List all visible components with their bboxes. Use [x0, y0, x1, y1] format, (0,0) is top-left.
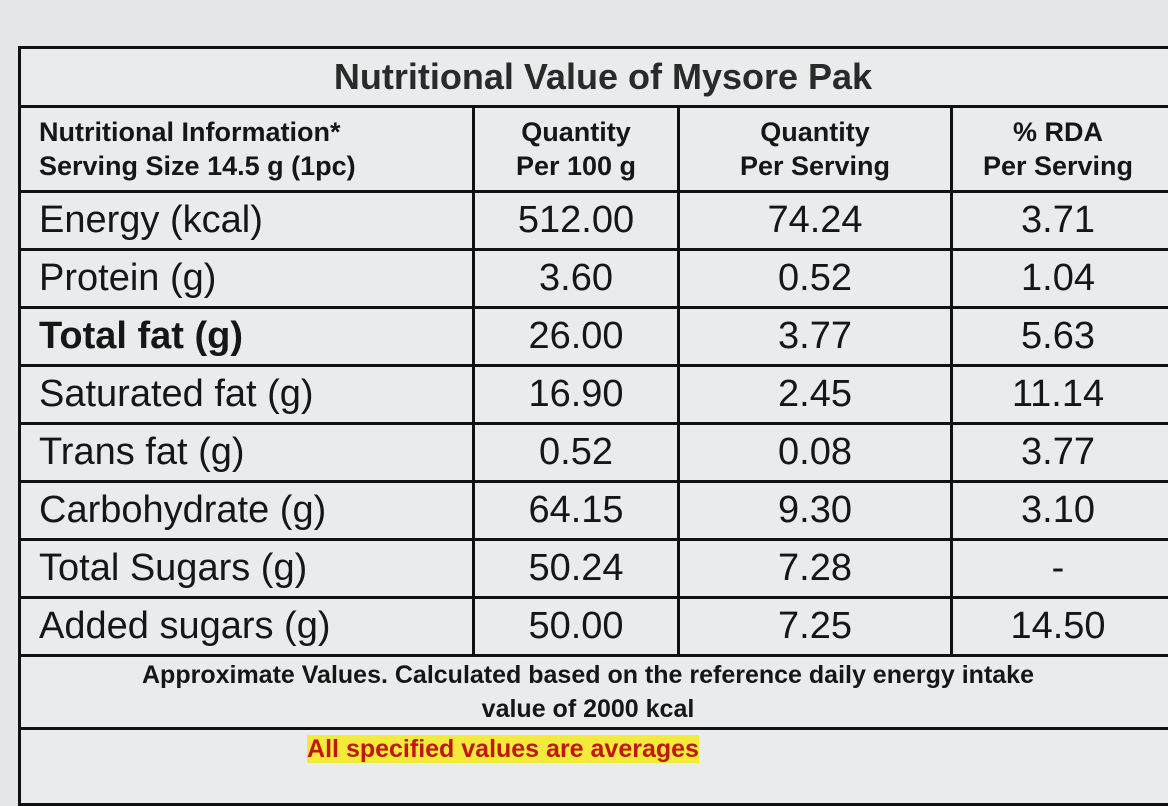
footnote: Approximate Values. Calculated based on … — [21, 657, 1168, 730]
value-cell: 5.63 — [1021, 315, 1095, 357]
value-cell: 1.04 — [1021, 257, 1095, 299]
value-cell: 7.28 — [680, 541, 953, 596]
value-cell: - — [1051, 547, 1065, 589]
data-row: Protein (g) 3.60 0.52 1.04 — [21, 251, 1168, 309]
data-row: Saturated fat (g) 16.90 2.45 11.14 — [21, 367, 1168, 425]
value-cell: 3.60 — [475, 251, 680, 306]
value-cell: 14.50 — [1010, 605, 1106, 647]
header-line: Per Serving — [982, 151, 1134, 181]
nutrient-cell: Trans fat (g) — [21, 425, 475, 480]
footnote-line: value of 2000 kcal — [481, 695, 695, 723]
page: Nutritional Value of Mysore Pak Nutritio… — [18, 46, 1168, 806]
note-row: All specified values are averages — [21, 730, 1168, 776]
data-row: Total fat (g) 26.00 3.77 5.63 — [21, 309, 1168, 367]
nutrient-cell: Total Sugars (g) — [21, 541, 475, 596]
value-cell: 3.10 — [1021, 489, 1095, 531]
header-line: % RDA — [1012, 117, 1103, 147]
value-cell: 2.45 — [680, 367, 953, 422]
header-line: Per 100 g — [515, 151, 637, 181]
value-cell: 26.00 — [475, 309, 680, 364]
nutrient-cell: Added sugars (g) — [21, 599, 475, 654]
data-row: Carbohydrate (g) 64.15 9.30 3.10 — [21, 483, 1168, 541]
header-cell: Quantity Per Serving — [680, 108, 953, 190]
nutrient-cell: Total fat (g) — [21, 309, 475, 364]
header-line: Quantity — [521, 117, 631, 147]
value-cell: 50.24 — [475, 541, 680, 596]
value-cell: 74.24 — [680, 193, 953, 248]
note: All specified values are averages — [307, 735, 699, 763]
header-line: Quantity — [760, 117, 870, 147]
value-cell: 50.00 — [475, 599, 680, 654]
title: Nutritional Value of Mysore Pak — [333, 56, 873, 97]
value-cell: 11.14 — [1011, 373, 1105, 415]
data-row: Trans fat (g) 0.52 0.08 3.77 — [21, 425, 1168, 483]
value-cell: 9.30 — [680, 483, 953, 538]
data-row: Energy (kcal) 512.00 74.24 3.71 — [21, 193, 1168, 251]
value-cell: 16.90 — [475, 367, 680, 422]
footnote-line: Approximate Values. Calculated based on … — [142, 661, 1034, 689]
value-cell: 64.15 — [475, 483, 680, 538]
value-cell: 0.08 — [680, 425, 953, 480]
value-cell: 0.52 — [680, 251, 953, 306]
value-cell: 3.71 — [1021, 199, 1095, 241]
header-cell: Quantity Per 100 g — [475, 108, 680, 190]
value-cell: 512.00 — [475, 193, 680, 248]
nutrient-cell: Carbohydrate (g) — [21, 483, 475, 538]
nutrition-label: Nutritional Value of Mysore Pak Nutritio… — [18, 46, 1168, 806]
data-row: Total Sugars (g) 50.24 7.28 - — [21, 541, 1168, 599]
value-cell: 3.77 — [1021, 431, 1095, 473]
nutrient-cell: Energy (kcal) — [21, 193, 475, 248]
header-cell: Nutritional Information* Serving Size 14.… — [21, 108, 475, 190]
data-row: Added sugars (g) 50.00 7.25 14.50 — [21, 599, 1168, 657]
header-line: Serving Size 14.5 g (1pc) — [39, 151, 356, 181]
header-line: Per Serving — [739, 151, 891, 181]
header-row: Nutritional Information* Serving Size 14.… — [21, 108, 1168, 193]
value-cell: 3.77 — [680, 309, 953, 364]
nutrient-cell: Saturated fat (g) — [21, 367, 475, 422]
header-line: Nutritional Information* — [39, 117, 341, 147]
header-cell: % RDA Per Serving — [953, 108, 1168, 190]
value-cell: 0.52 — [475, 425, 680, 480]
value-cell: 7.25 — [680, 599, 953, 654]
title-row: Nutritional Value of Mysore Pak — [21, 49, 1168, 108]
nutrient-cell: Protein (g) — [21, 251, 475, 306]
